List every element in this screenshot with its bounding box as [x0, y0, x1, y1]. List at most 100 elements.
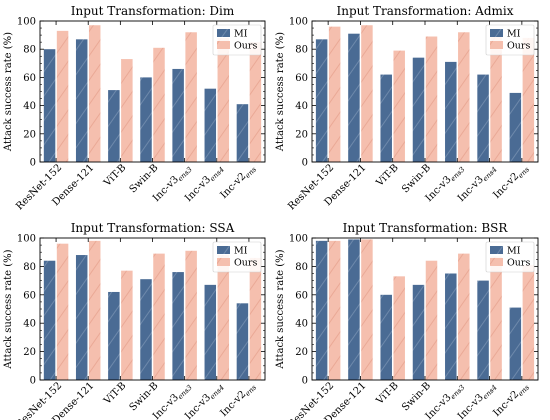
bar-mi — [236, 303, 249, 380]
bar-ours — [217, 37, 230, 162]
bar-ours — [121, 270, 133, 380]
bar-mi — [445, 61, 457, 162]
bar-ours — [249, 42, 262, 162]
bar-ours — [328, 26, 341, 162]
bar-ours — [490, 256, 502, 380]
y-tick-label: 100 — [17, 234, 36, 245]
y-tick-label: 100 — [289, 234, 308, 245]
y-tick-label: 100 — [289, 17, 308, 28]
x-tick-label: ViT-B — [101, 380, 128, 407]
y-axis-label: Attack success rate (%) — [275, 249, 286, 369]
legend-label: Ours — [507, 258, 530, 269]
bar-ours — [393, 276, 405, 380]
bar-mi — [477, 74, 489, 162]
bar-ours — [425, 36, 438, 163]
bar-ours — [490, 33, 502, 162]
bar-mi — [315, 240, 328, 380]
legend-label: MI — [507, 29, 521, 40]
bar-ours — [361, 25, 373, 163]
bar-ours — [393, 50, 405, 162]
y-tick-label: 20 — [295, 129, 308, 140]
bar-mi — [315, 39, 328, 162]
bar-ours — [185, 250, 197, 380]
bar-mi — [509, 307, 522, 380]
y-axis-label: Attack success rate (%) — [3, 32, 14, 152]
bar-mi — [172, 68, 184, 162]
bar-mi — [75, 39, 88, 162]
x-tick-label: Inc-v2ens — [218, 380, 258, 420]
y-tick-label: 0 — [30, 158, 36, 169]
bar-ours — [425, 260, 438, 380]
bar-mi — [108, 90, 120, 162]
bar-ours — [249, 257, 262, 380]
y-axis-label: Attack success rate (%) — [3, 249, 14, 369]
bar-ours — [361, 239, 373, 380]
bar-mi — [236, 104, 249, 162]
chart-title: Input Transformation: Dim — [71, 4, 235, 18]
y-tick-label: 20 — [295, 347, 308, 358]
bar-mi — [509, 92, 522, 162]
bar-mi — [172, 272, 184, 380]
legend-label: Ours — [507, 41, 530, 52]
legend-swatch-ours — [217, 258, 230, 266]
y-tick-label: 40 — [23, 319, 36, 330]
legend-swatch-mi — [490, 246, 503, 254]
bar-mi — [140, 279, 152, 380]
legend-label: Ours — [234, 41, 257, 52]
y-tick-label: 40 — [295, 101, 308, 112]
bar-ours — [458, 253, 470, 380]
legend-swatch-mi — [217, 246, 230, 254]
x-tick-label: ViT-B — [374, 380, 401, 407]
y-tick-label: 60 — [23, 290, 36, 301]
y-tick-label: 0 — [302, 158, 308, 169]
bar-ours — [56, 30, 69, 163]
bar-ours — [522, 37, 535, 162]
y-tick-label: 20 — [23, 347, 36, 358]
bar-ours — [153, 47, 165, 162]
y-tick-label: 80 — [295, 262, 308, 273]
bar-ours — [88, 25, 101, 163]
chart-title: Input Transformation: Admix — [336, 4, 513, 18]
bar-ours — [56, 243, 69, 380]
bar-mi — [412, 284, 425, 380]
legend-swatch-ours — [490, 258, 503, 266]
legend-label: MI — [507, 246, 521, 257]
y-tick-label: 80 — [23, 45, 36, 56]
bar-mi — [43, 260, 56, 380]
bar-mi — [348, 33, 360, 162]
x-tick-label: ViT-B — [101, 162, 128, 189]
y-tick-label: 20 — [23, 129, 36, 140]
bar-ours — [217, 255, 230, 380]
bar-ours — [185, 32, 197, 162]
legend-swatch-mi — [217, 29, 230, 37]
legend-swatch-ours — [490, 41, 503, 49]
bar-mi — [75, 255, 88, 380]
y-tick-label: 40 — [23, 101, 36, 112]
legend-label: Ours — [234, 258, 257, 269]
bar-mi — [380, 74, 392, 162]
bar-mi — [43, 49, 56, 163]
bar-mi — [140, 77, 152, 162]
bar-ours — [121, 59, 133, 162]
bar-ours — [522, 264, 535, 380]
x-tick-label: ViT-B — [374, 162, 401, 189]
legend-label: MI — [234, 246, 248, 257]
bar-mi — [204, 88, 217, 162]
bar-mi — [412, 57, 425, 162]
x-tick-label: Inc-v2ens — [218, 162, 258, 202]
bar-ours — [328, 240, 341, 380]
bar-mi — [108, 291, 120, 380]
bar-mi — [204, 284, 217, 380]
y-tick-label: 100 — [17, 17, 36, 28]
bar-mi — [445, 273, 457, 380]
y-tick-label: 60 — [295, 73, 308, 84]
bar-mi — [380, 294, 392, 380]
y-tick-label: 40 — [295, 319, 308, 330]
y-tick-label: 80 — [295, 45, 308, 56]
